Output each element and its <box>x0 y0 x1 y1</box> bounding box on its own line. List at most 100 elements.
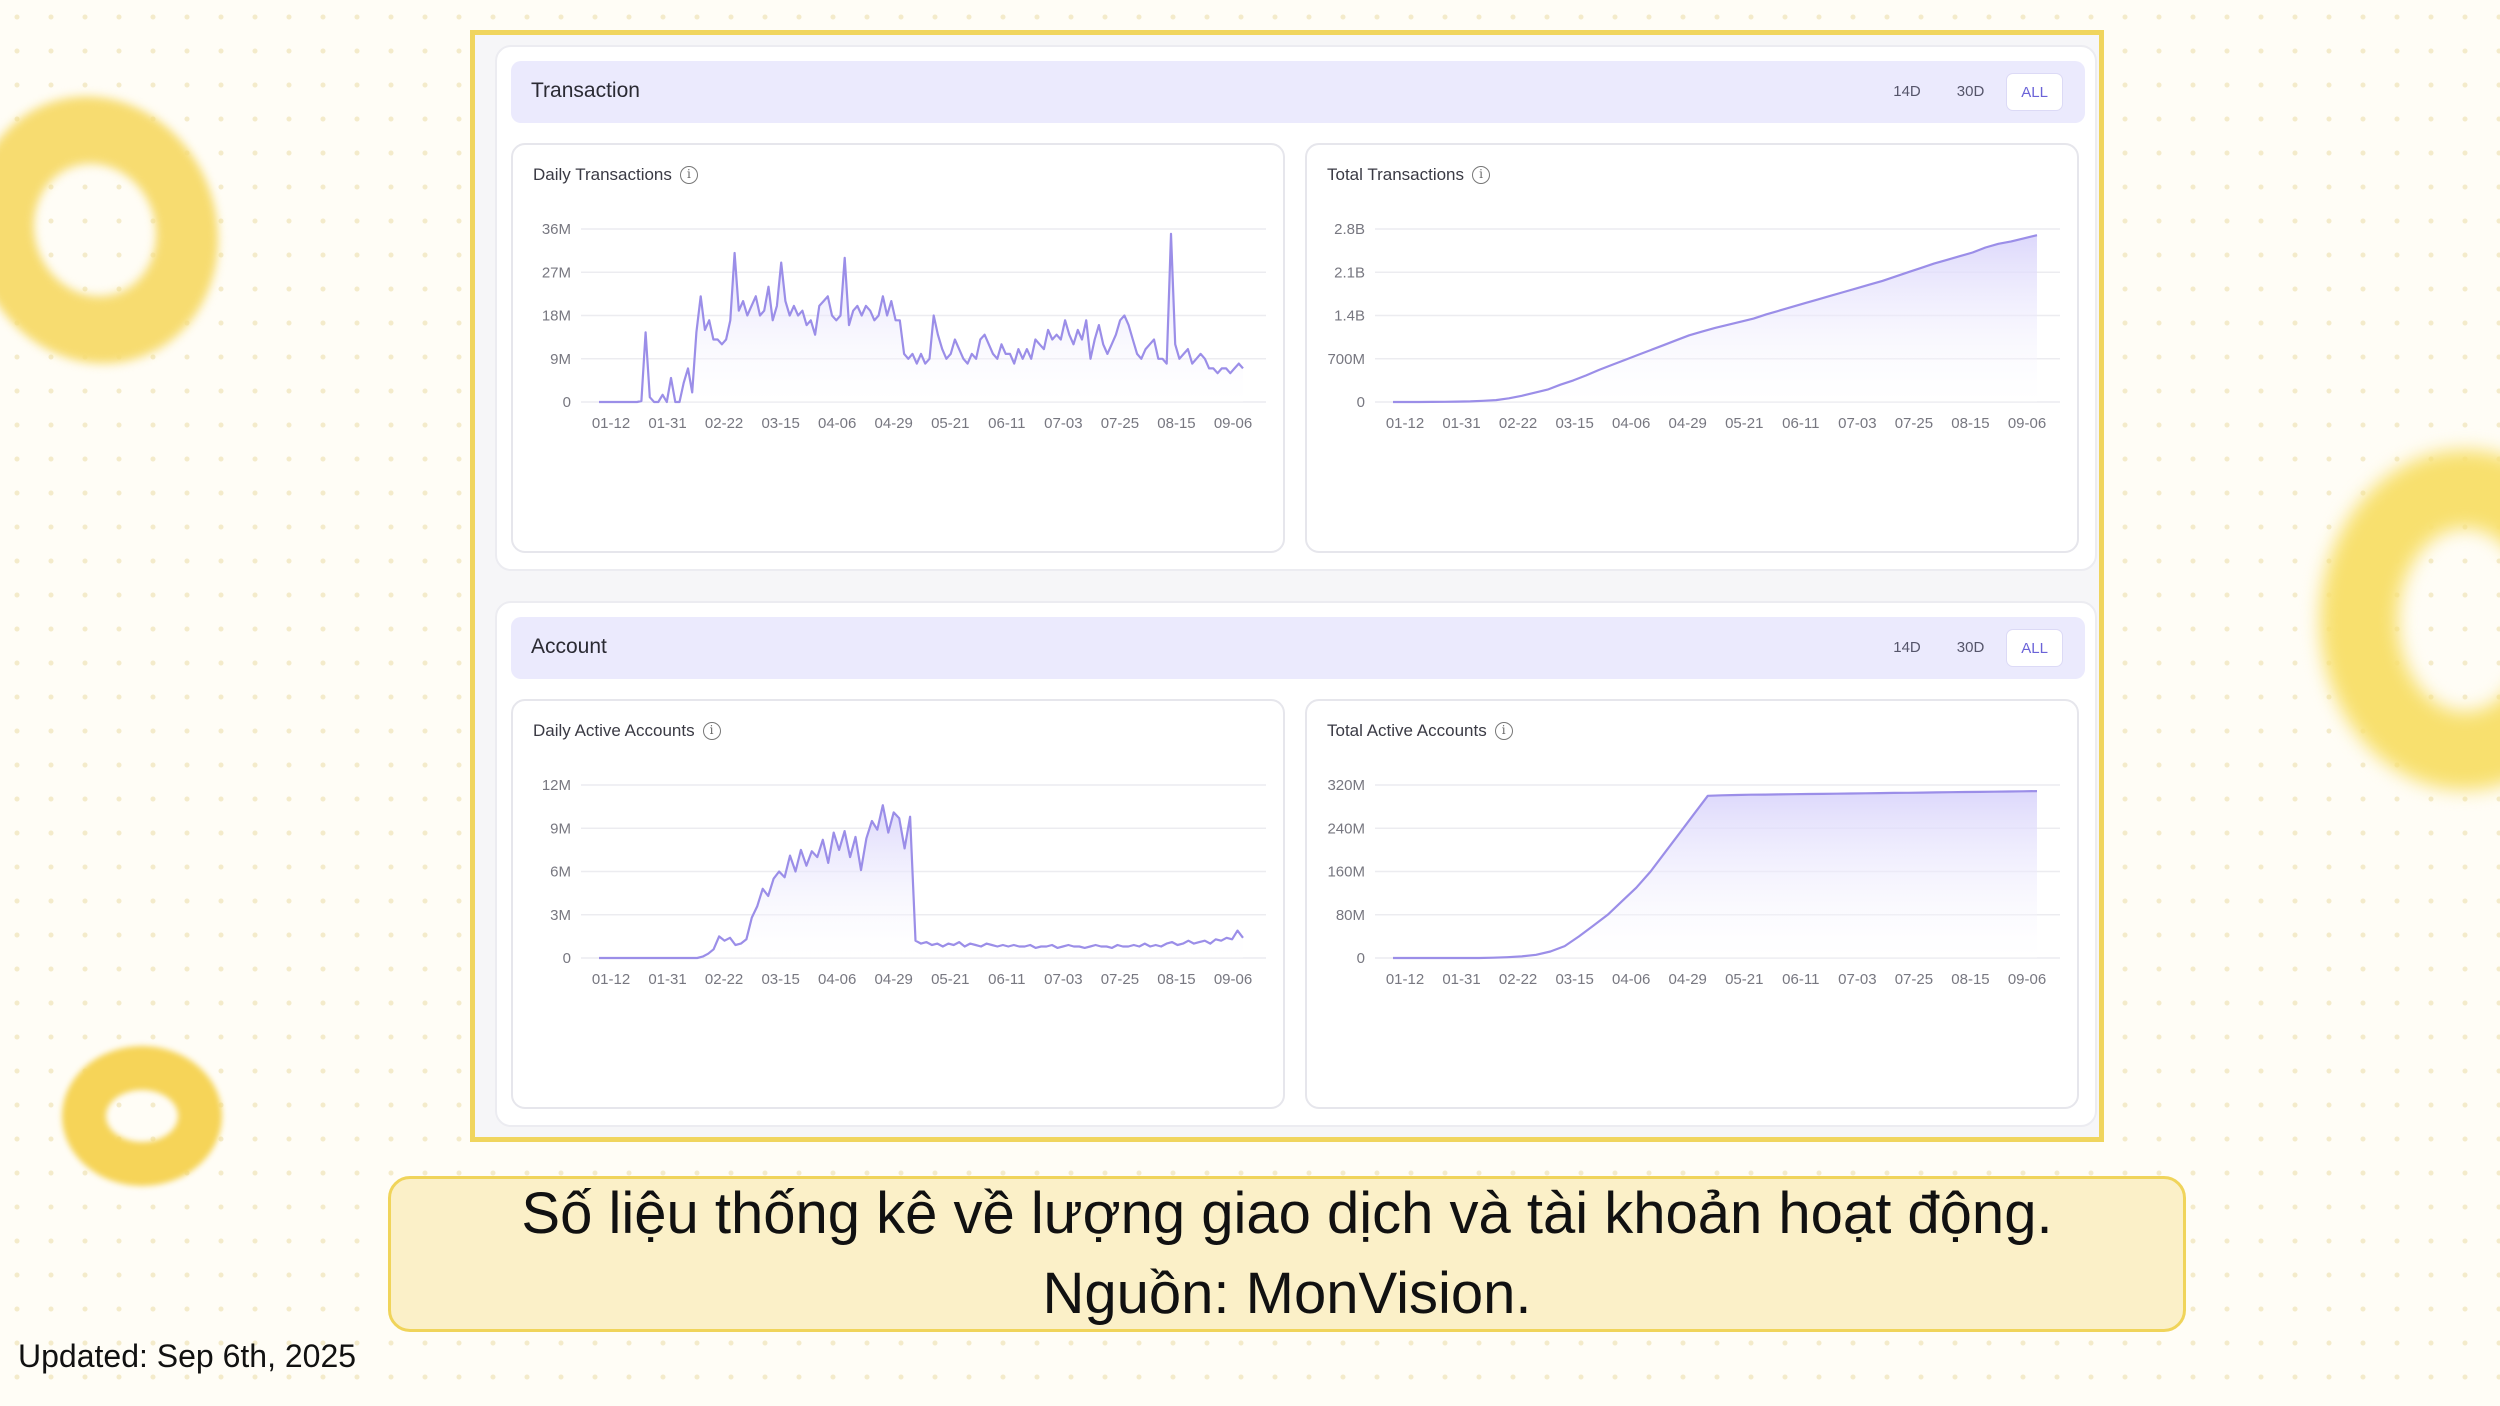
x-tick-label: 04-29 <box>875 415 913 432</box>
decorative-ring <box>62 1046 222 1186</box>
info-icon[interactable]: i <box>679 166 698 184</box>
series-line <box>599 804 1244 960</box>
caption-line-1: Số liệu thống kê về lượng giao dịch và t… <box>521 1181 2053 1246</box>
y-tick-label: 12M <box>542 777 571 794</box>
daily-transactions-chart: 0 9M 18M 27M 36M 01-12 01-31 02-22 03-15 04-06 04-… <box>542 221 1266 432</box>
panel-title: Total Transactions <box>1327 165 1465 184</box>
section-header: Account 14D 30D ALL <box>511 617 2085 679</box>
info-icon[interactable]: i <box>702 722 721 740</box>
y-tick-label: 3M <box>550 907 571 924</box>
panel-title: Daily Transactions <box>533 165 672 184</box>
tab-all[interactable]: ALL <box>2006 73 2063 111</box>
x-tick-label: 02-22 <box>705 415 743 432</box>
series-line <box>1393 234 2038 404</box>
x-tick-label: 09-06 <box>2008 415 2046 432</box>
y-tick-label: 6M <box>550 864 571 881</box>
y-tick-label: 1.4B <box>1334 308 1365 325</box>
y-tick-label: 0 <box>1357 950 1365 967</box>
range-tabs: 14D 30D ALL <box>1879 73 2063 111</box>
x-tick-label: 01-31 <box>1442 971 1480 988</box>
x-tick-label: 04-06 <box>818 971 856 988</box>
series-line <box>1393 790 2038 960</box>
x-tick-label: 03-15 <box>761 415 799 432</box>
series-area <box>1393 235 2037 402</box>
panel-title: Daily Active Accounts <box>533 721 695 740</box>
x-tick-label: 05-21 <box>1725 415 1763 432</box>
tab-30d[interactable]: 30D <box>1956 639 1985 656</box>
range-tabs: 14D 30D ALL <box>1879 629 2063 667</box>
x-tick-label: 04-06 <box>818 415 856 432</box>
x-tick-label: 06-11 <box>988 971 1025 988</box>
x-tick-label: 07-25 <box>1895 415 1933 432</box>
x-tick-label: 01-31 <box>648 415 686 432</box>
y-tick-label: 27M <box>542 264 571 281</box>
x-tick-label: 09-06 <box>1214 415 1252 432</box>
x-tick-label: 04-29 <box>1669 971 1707 988</box>
y-tick-label: 9M <box>550 351 571 368</box>
x-tick-label: 04-06 <box>1612 971 1650 988</box>
y-tick-label: 0 <box>563 950 571 967</box>
total-active-accounts-panel: Total Active Accounts i 0 80M 160M 240M 320M… <box>1305 699 2079 1109</box>
daily-transactions-panel: Daily Transactions i 0 9M 18M 27M 36M 01-12 01… <box>511 143 1285 553</box>
y-tick-label: 9M <box>550 820 571 837</box>
panel-title: Total Active Accounts <box>1327 721 1487 740</box>
x-tick-label: 07-25 <box>1895 971 1933 988</box>
tab-14d[interactable]: 14D <box>1893 83 1921 100</box>
y-tick-label: 240M <box>1327 820 1365 837</box>
info-icon[interactable]: i <box>1472 166 1491 184</box>
y-tick-label: 320M <box>1327 777 1365 794</box>
total-transactions-chart: 0 700M 1.4B 2.1B 2.8B 01-12 01-31 02-22 03-15 04-… <box>1327 221 2060 432</box>
x-tick-label: 08-15 <box>1951 971 1989 988</box>
section-title: Account <box>531 635 607 658</box>
caption-line-2: Nguồn: MonVision. <box>1042 1261 1532 1326</box>
tab-14d[interactable]: 14D <box>1893 639 1921 656</box>
x-tick-label: 08-15 <box>1157 971 1195 988</box>
x-tick-label: 07-03 <box>1838 971 1876 988</box>
series-line <box>599 232 1244 404</box>
decorative-ring <box>2320 450 2500 790</box>
x-tick-label: 07-25 <box>1101 971 1139 988</box>
x-tick-label: 02-22 <box>1499 415 1537 432</box>
y-tick-label: 2.8B <box>1334 221 1365 238</box>
daily-active-accounts-panel: Daily Active Accounts i 0 3M 6M 9M 12M 01-12 0… <box>511 699 1285 1109</box>
x-tick-label: 06-11 <box>1782 971 1819 988</box>
x-tick-label: 04-29 <box>1669 415 1707 432</box>
total-active-accounts-chart: 0 80M 160M 240M 320M 01-12 01-31 02-22 03-15 04-0… <box>1327 777 2060 988</box>
x-tick-label: 06-11 <box>988 415 1025 432</box>
x-tick-label: 01-12 <box>1386 415 1424 432</box>
decorative-ring <box>0 61 256 399</box>
daily-active-accounts-chart: 0 3M 6M 9M 12M 01-12 01-31 02-22 03-15 04-06 04-29… <box>542 777 1266 988</box>
x-tick-label: 07-03 <box>1838 415 1876 432</box>
x-tick-label: 08-15 <box>1951 415 1989 432</box>
x-tick-label: 04-06 <box>1612 415 1650 432</box>
x-tick-label: 03-15 <box>761 971 799 988</box>
x-tick-label: 07-03 <box>1044 971 1082 988</box>
tab-all[interactable]: ALL <box>2006 629 2063 667</box>
x-tick-label: 01-31 <box>648 971 686 988</box>
x-tick-label: 05-21 <box>931 971 969 988</box>
x-tick-label: 08-15 <box>1157 415 1195 432</box>
x-tick-label: 09-06 <box>1214 971 1252 988</box>
x-tick-label: 05-21 <box>931 415 969 432</box>
x-tick-label: 07-03 <box>1044 415 1082 432</box>
x-tick-label: 03-15 <box>1555 415 1593 432</box>
x-tick-label: 01-12 <box>1386 971 1424 988</box>
y-tick-label: 18M <box>542 308 571 325</box>
total-transactions-panel: Total Transactions i 0 700M 1.4B 2.1B 2.8B 01… <box>1305 143 2079 553</box>
info-icon[interactable]: i <box>1494 722 1513 740</box>
y-tick-label: 700M <box>1327 351 1365 368</box>
x-tick-label: 02-22 <box>705 971 743 988</box>
x-tick-label: 01-12 <box>592 415 630 432</box>
updated-date: Updated: Sep 6th, 2025 <box>18 1338 357 1374</box>
y-tick-label: 2.1B <box>1334 264 1365 281</box>
tab-30d[interactable]: 30D <box>1956 83 1985 100</box>
transaction-section: Transaction 14D 30D ALL Daily Transactio… <box>495 45 2097 571</box>
series-area <box>1393 791 2037 958</box>
x-tick-label: 04-29 <box>875 971 913 988</box>
x-tick-label: 07-25 <box>1101 415 1139 432</box>
section-title: Transaction <box>531 79 640 102</box>
section-header: Transaction 14D 30D ALL <box>511 61 2085 123</box>
x-tick-label: 01-12 <box>592 971 630 988</box>
x-tick-label: 05-21 <box>1725 971 1763 988</box>
y-tick-label: 0 <box>563 394 571 411</box>
